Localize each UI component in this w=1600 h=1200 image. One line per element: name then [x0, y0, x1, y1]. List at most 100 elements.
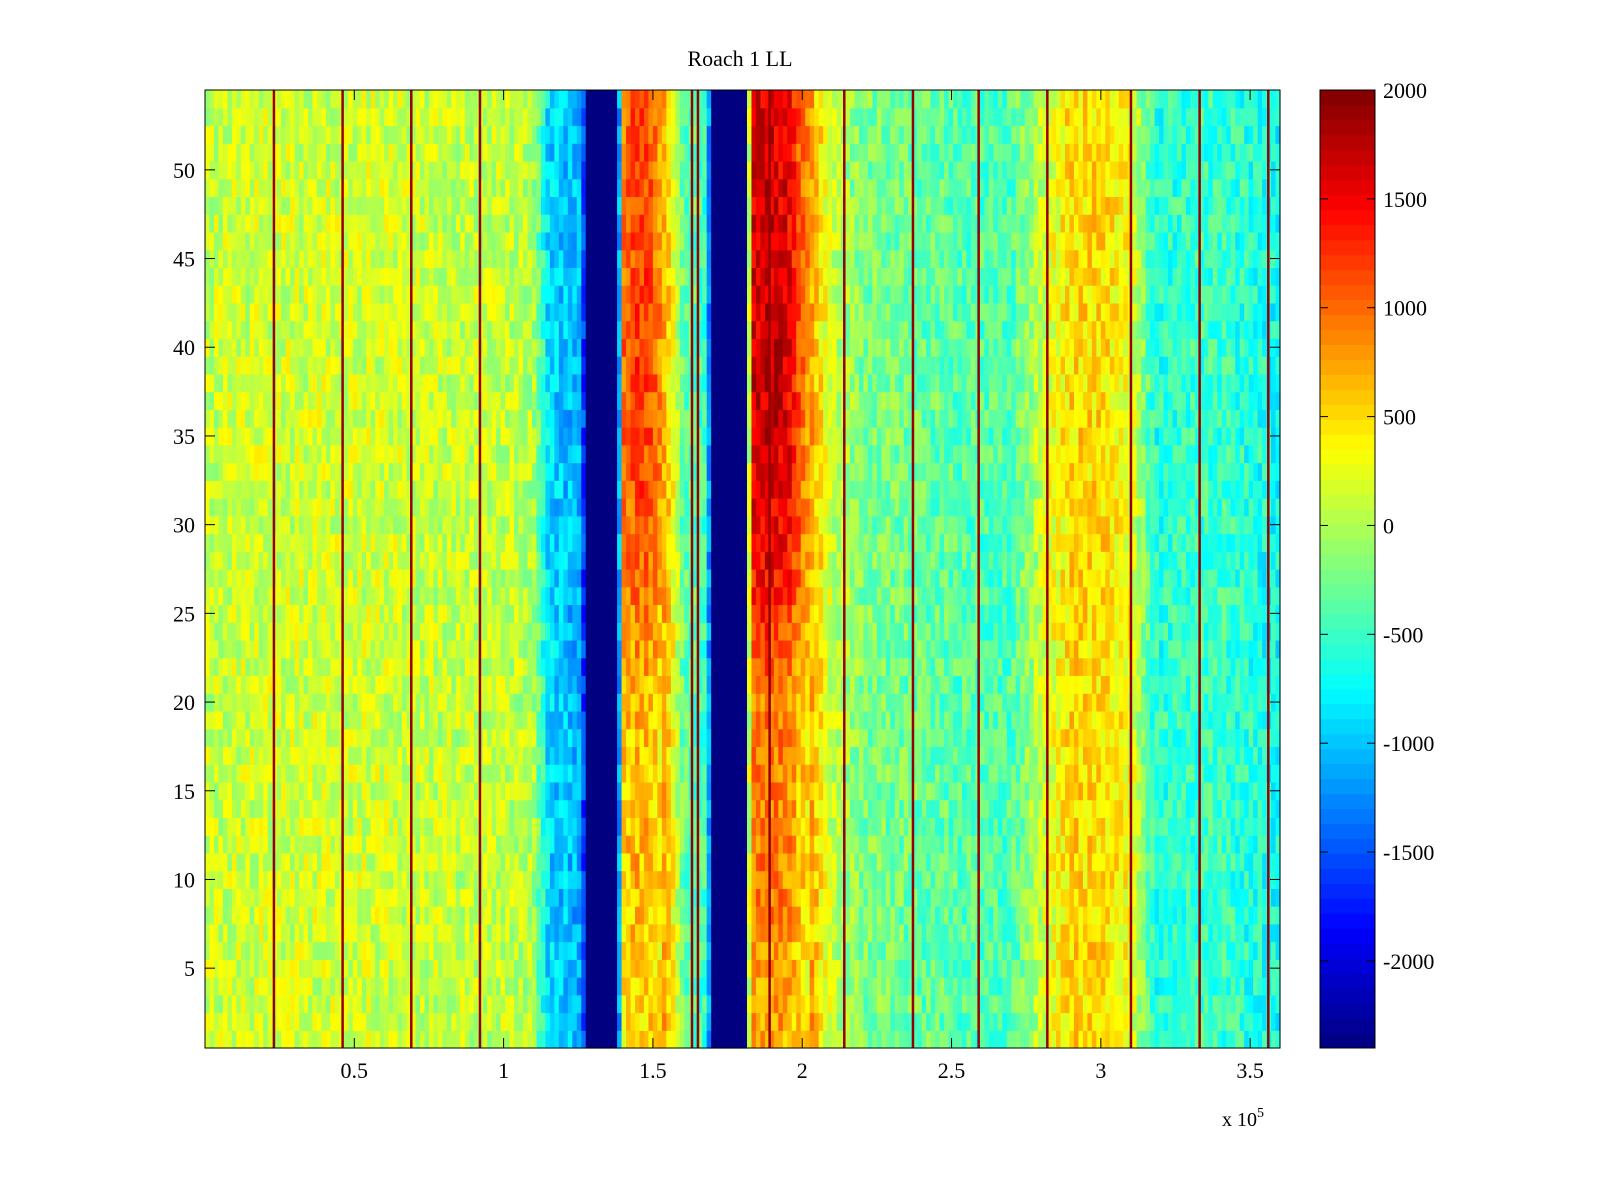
heatmap-cell — [1217, 888, 1223, 907]
heatmap-cell — [222, 959, 228, 978]
heatmap-cell — [1221, 852, 1227, 872]
heatmap-cell — [406, 764, 412, 783]
heatmap-cell — [612, 1030, 618, 1049]
heatmap-cell — [1033, 870, 1039, 889]
heatmap-cell — [617, 728, 623, 748]
heatmap-cell — [957, 746, 963, 765]
heatmap-cell — [1226, 728, 1232, 748]
heatmap-cell — [890, 710, 896, 730]
heatmap-cell — [469, 906, 475, 925]
heatmap-cell — [608, 817, 614, 836]
heatmap-cell — [1114, 923, 1120, 943]
heatmap-cell — [823, 693, 829, 712]
heatmap-cell — [366, 852, 372, 872]
heatmap-cell — [652, 675, 658, 694]
heatmap-cell — [1015, 994, 1021, 1014]
heatmap-cell — [451, 817, 457, 836]
heatmap-cell — [823, 1012, 829, 1031]
heatmap-cell — [334, 675, 340, 694]
heatmap-cell — [823, 977, 829, 996]
heatmap-cell — [948, 888, 954, 907]
heatmap-cell — [590, 977, 596, 996]
heatmap-cell — [1020, 888, 1026, 907]
heatmap-cell — [890, 959, 896, 978]
heatmap-cell — [764, 959, 770, 978]
heatmap-cell — [299, 906, 305, 925]
heatmap-cell — [236, 799, 242, 818]
heatmap-cell — [1271, 923, 1277, 943]
heatmap-cell — [549, 941, 555, 960]
heatmap-cell — [518, 817, 524, 836]
heatmap-cell — [527, 977, 533, 996]
heatmap-cell — [612, 994, 618, 1014]
heatmap-cell — [469, 728, 475, 748]
heatmap-cell — [1087, 941, 1093, 960]
heatmap-cell — [1091, 693, 1097, 712]
heatmap-cell — [1230, 923, 1236, 943]
heatmap-cell — [863, 675, 869, 694]
heatmap-cell — [867, 1030, 873, 1049]
heatmap-cell — [657, 764, 663, 783]
heatmap-cell — [1029, 870, 1035, 889]
heatmap-cell — [1056, 959, 1062, 978]
heatmap-cell — [894, 781, 900, 801]
heatmap-cell — [675, 781, 681, 801]
heatmap-cell — [433, 1030, 439, 1049]
heatmap-cell — [1235, 710, 1241, 730]
heatmap-cell — [540, 906, 547, 925]
heatmap-cell — [769, 977, 775, 996]
heatmap-cell — [406, 835, 412, 854]
heatmap-cell — [433, 941, 439, 960]
heatmap-cell — [997, 799, 1003, 818]
heatmap-cell — [1199, 994, 1205, 1014]
heatmap-cell — [966, 817, 972, 836]
heatmap-cell — [1154, 977, 1160, 996]
heatmap-cell — [1172, 1030, 1178, 1049]
heatmap-cell — [1271, 994, 1277, 1014]
heatmap-cell — [876, 710, 882, 730]
heatmap-cell — [227, 906, 233, 925]
heatmap-cell — [455, 994, 461, 1014]
heatmap-cell — [706, 870, 712, 889]
heatmap-cell — [1275, 923, 1281, 943]
heatmap-cell — [393, 870, 399, 889]
heatmap-cell — [1078, 817, 1084, 836]
heatmap-cell — [446, 1030, 452, 1049]
heatmap-cell — [670, 959, 676, 978]
heatmap-cell — [455, 906, 461, 925]
heatmap-cell — [1105, 923, 1111, 943]
heatmap-cell — [1078, 675, 1084, 694]
heatmap-cell — [693, 817, 699, 836]
heatmap-cell — [921, 764, 927, 783]
heatmap-cell — [1011, 764, 1017, 783]
heatmap-cell — [908, 923, 914, 943]
heatmap-cell — [491, 817, 497, 836]
heatmap-cell — [254, 710, 260, 730]
heatmap-cell — [652, 870, 658, 889]
heatmap-cell — [240, 852, 246, 872]
heatmap-cell — [594, 959, 600, 978]
heatmap-cell — [585, 746, 591, 765]
heatmap-cell — [643, 994, 650, 1014]
heatmap-cell — [299, 817, 305, 836]
heatmap-cell — [863, 959, 869, 978]
heatmap-cell — [540, 728, 547, 748]
heatmap-cell — [746, 870, 753, 889]
heatmap-cell — [697, 977, 703, 996]
heatmap-cell — [406, 977, 412, 996]
heatmap-cell — [720, 781, 726, 801]
heatmap-cell — [791, 1012, 797, 1031]
heatmap-cell — [1199, 941, 1205, 960]
heatmap-cell — [764, 906, 770, 925]
heatmap-cell — [1176, 959, 1183, 978]
heatmap-cell — [778, 906, 784, 925]
heatmap-cell — [1118, 852, 1124, 872]
heatmap-cell — [872, 817, 878, 836]
heatmap-cell — [388, 994, 394, 1014]
heatmap-cell — [1244, 817, 1250, 836]
heatmap-cell — [787, 764, 793, 783]
heatmap-cell — [809, 693, 815, 712]
heatmap-cell — [1011, 959, 1017, 978]
heatmap-cell — [540, 852, 547, 872]
heatmap-cell — [343, 781, 349, 801]
